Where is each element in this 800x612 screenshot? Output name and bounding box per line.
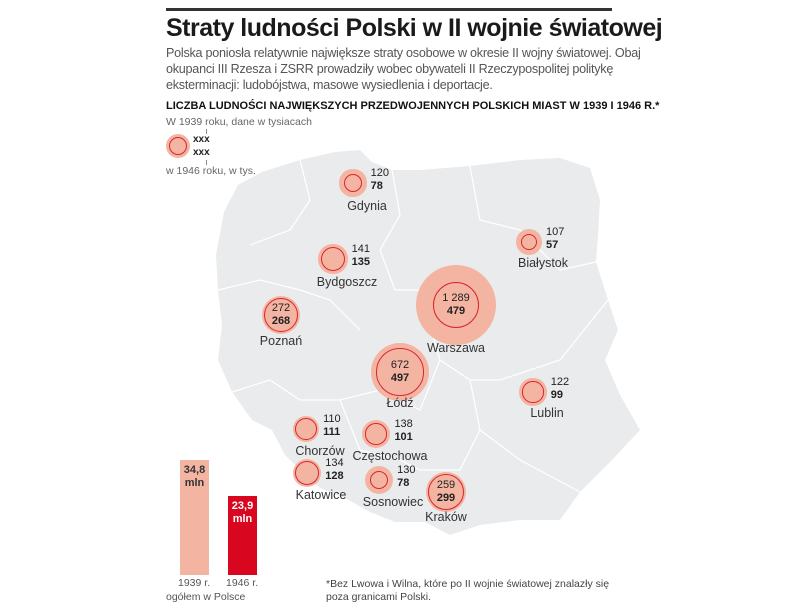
city-value-1939: 134 <box>325 457 344 469</box>
city-value-1946: 268 <box>271 315 291 327</box>
city-values: 120 78 <box>371 167 389 193</box>
bar-unit: mln <box>184 477 205 490</box>
city-value-1939: 272 <box>271 302 291 314</box>
city-value-1946: 128 <box>325 470 344 482</box>
city-name: Poznań <box>259 334 303 348</box>
section-heading: LICZBA LUDNOŚCI NAJWIĘKSZYCH PRZEDWOJENN… <box>166 100 660 112</box>
city-name: Warszawa <box>427 341 485 355</box>
city-circle-1946 <box>369 470 389 490</box>
city-name: Bydgoszcz <box>316 275 378 289</box>
city-value-1939: 138 <box>394 418 413 430</box>
city-circle-1946 <box>343 173 363 193</box>
legend-1946-label: w 1946 roku, w tys. <box>166 165 256 177</box>
city-name: Gdynia <box>347 199 387 213</box>
city-value-1939: 120 <box>370 167 389 179</box>
legend-circle-1946 <box>169 137 187 155</box>
city-values: 122 99 <box>551 376 569 402</box>
city-name: Lublin <box>530 406 564 420</box>
city-values: 107 57 <box>546 226 564 252</box>
city-name: Kraków <box>425 510 467 524</box>
city-value-1939: 259 <box>436 479 456 491</box>
city-values: 272 268 <box>272 302 290 328</box>
city-values: 138 101 <box>394 418 412 444</box>
city-name: Chorzów <box>295 444 345 458</box>
bar-value-label: 23,9 mln <box>224 500 261 526</box>
city-value-1946: 497 <box>390 372 410 384</box>
footnote: *Bez Lwowa i Wilna, które po II wojnie ś… <box>326 578 610 603</box>
city-value-1946: 78 <box>397 477 410 489</box>
bar-1946 <box>228 496 257 575</box>
city-values: 130 78 <box>397 464 415 490</box>
city-value-1946: 78 <box>370 180 383 192</box>
city-value-1939: 107 <box>545 226 565 238</box>
city-values: 259 299 <box>437 479 455 505</box>
city-value-1939: 122 <box>550 376 570 388</box>
city-values: 1 289 479 <box>442 292 470 318</box>
legend-value-1939: xxx <box>193 134 210 145</box>
city-values: 110 111 <box>323 413 341 439</box>
city-circle-1946 <box>295 461 319 485</box>
city-name: Sosnowiec <box>362 495 424 509</box>
city-name: Katowice <box>295 488 347 502</box>
bar-value: 34,8 <box>183 464 206 477</box>
city-circle-1946 <box>320 246 346 272</box>
city-circle-1946 <box>432 281 480 329</box>
city-name: Łódź <box>386 396 414 410</box>
city-value-1946: 135 <box>351 256 370 268</box>
bar-year-caption: 1939 r. <box>178 577 211 589</box>
city-circle-1946 <box>294 417 318 441</box>
legend-1939-label: W 1939 roku, dane w tysiacach <box>166 116 312 128</box>
city-name: Białystok <box>517 256 569 270</box>
city-circle-1946 <box>427 473 465 511</box>
legend-tick <box>206 129 207 134</box>
city-value-1946: 111 <box>323 426 341 438</box>
city-value-1946: 299 <box>436 492 456 504</box>
city-value-1939: 130 <box>397 464 416 476</box>
city-circle-1946 <box>376 348 424 396</box>
city-value-1946: 101 <box>394 431 413 443</box>
city-values: 141 135 <box>352 243 370 269</box>
bar-value: 23,9 <box>231 500 254 513</box>
bar-unit: mln <box>232 513 253 526</box>
page-title: Straty ludności Polski w II wojnie świat… <box>166 14 663 42</box>
city-circle-1946 <box>263 297 299 333</box>
bar-1939 <box>180 460 209 575</box>
bar-year-caption: 1946 r. <box>226 577 259 589</box>
city-value-1946: 99 <box>550 389 563 401</box>
city-value-1946: 57 <box>545 239 559 251</box>
city-value-1939: 672 <box>390 359 410 371</box>
legend-value-1946: xxx <box>193 147 210 158</box>
city-circle-1946 <box>365 423 387 445</box>
city-value-1939: 1 289 <box>442 292 470 304</box>
city-value-1946: 479 <box>446 305 466 317</box>
legend-tick <box>206 160 207 165</box>
city-values: 672 497 <box>391 359 409 385</box>
city-value-1939: 141 <box>351 243 370 255</box>
city-values: 134 128 <box>325 457 343 483</box>
top-rule <box>166 8 612 11</box>
city-circle-1946 <box>520 233 537 250</box>
city-circle-1946 <box>522 381 544 403</box>
city-value-1939: 110 <box>323 413 341 425</box>
city-name: Częstochowa <box>352 449 428 463</box>
lead-text: Polska poniosła relatywnie największe st… <box>166 46 641 92</box>
bar-value-label: 34,8 mln <box>176 464 213 490</box>
totals-caption: ogółem w Polsce <box>166 591 246 603</box>
